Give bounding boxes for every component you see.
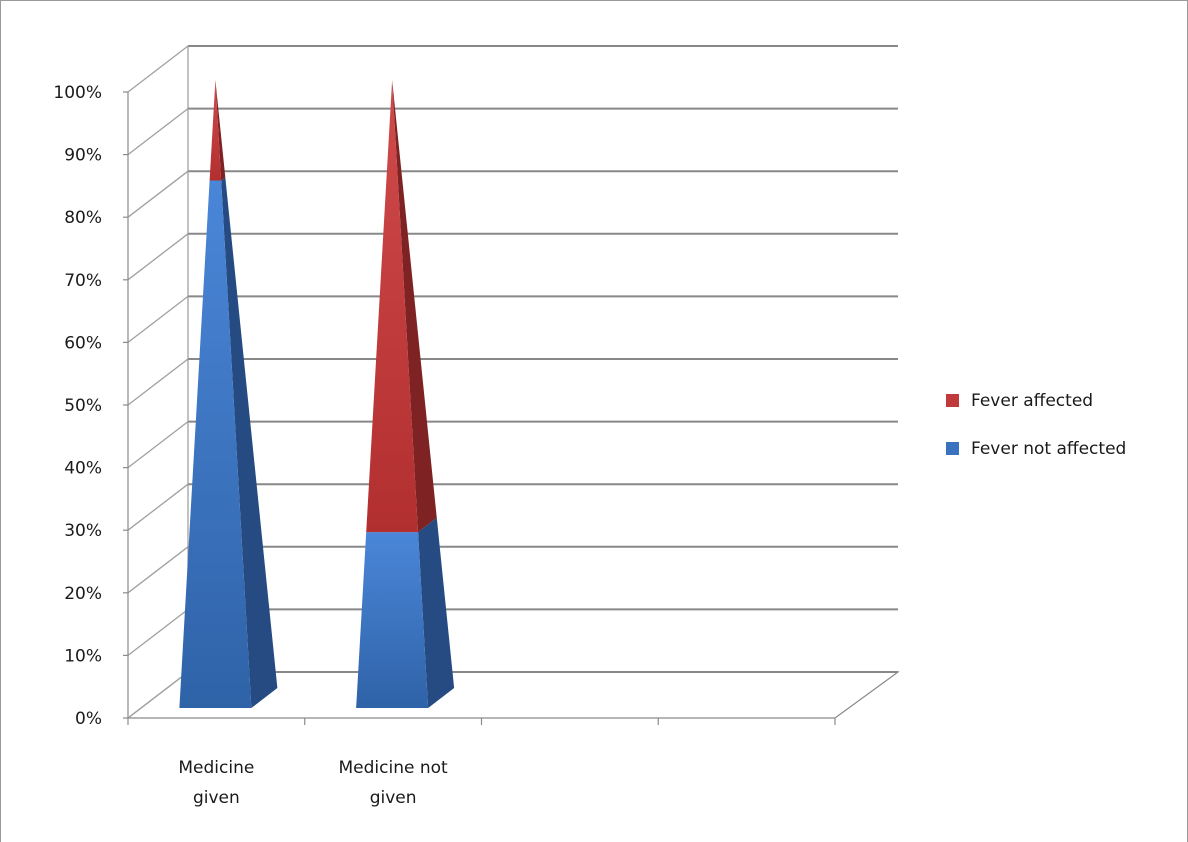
y-tick-label: 10%	[64, 646, 102, 666]
y-tick-label: 60%	[64, 333, 102, 353]
side-gridline	[127, 421, 189, 469]
side-gridline	[127, 671, 189, 719]
x-axis: Medicine given Medicine not given	[127, 718, 836, 808]
legend-swatch	[946, 442, 959, 455]
pyramid-bars	[179, 80, 455, 709]
pyramid-side-fever-not-affected	[418, 517, 455, 708]
pyramid-segment-fever-affected	[209, 80, 222, 181]
pyramid-segment-fever-affected	[366, 80, 419, 533]
pyramid-side-fever-affected	[392, 80, 437, 533]
y-tick-label: 100%	[53, 83, 102, 103]
legend: Fever affected Fever not affected	[946, 391, 1126, 459]
legend-label: Fever not affected	[971, 439, 1126, 459]
side-gridline	[127, 608, 189, 656]
pyramid-segment-fever-not-affected	[179, 180, 252, 709]
side-gridline	[127, 358, 189, 406]
y-tick-label: 90%	[64, 146, 102, 166]
pyramid-segment-fever-not-affected	[356, 532, 429, 708]
pyramid-side-fever-not-affected	[221, 177, 278, 708]
legend-swatch	[946, 394, 959, 407]
side-gridline	[127, 108, 189, 156]
legend-label: Fever affected	[971, 391, 1093, 411]
side-gridline	[127, 233, 189, 281]
pyramid-side-fever-affected	[215, 80, 226, 181]
side-gridline	[127, 170, 189, 218]
side-gridline	[127, 483, 189, 531]
side-gridline	[127, 45, 189, 93]
y-tick-label: 20%	[64, 584, 102, 604]
side-gridline	[127, 546, 189, 594]
y-tick-label: 30%	[64, 521, 102, 541]
y-tick-label: 70%	[64, 271, 102, 291]
y-tick-label: 0%	[75, 709, 102, 729]
y-axis: 0% 10% 20% 30% 40% 50% 60% 70% 80% 90% 100%	[53, 46, 189, 729]
category-label: Medicine given	[178, 758, 254, 808]
y-tick-label: 40%	[64, 459, 102, 479]
y-tick-label: 50%	[64, 396, 102, 416]
gridlines	[127, 45, 898, 719]
side-gridline	[127, 295, 189, 343]
y-tick-label: 80%	[64, 208, 102, 228]
category-label: Medicine not given	[339, 758, 449, 808]
